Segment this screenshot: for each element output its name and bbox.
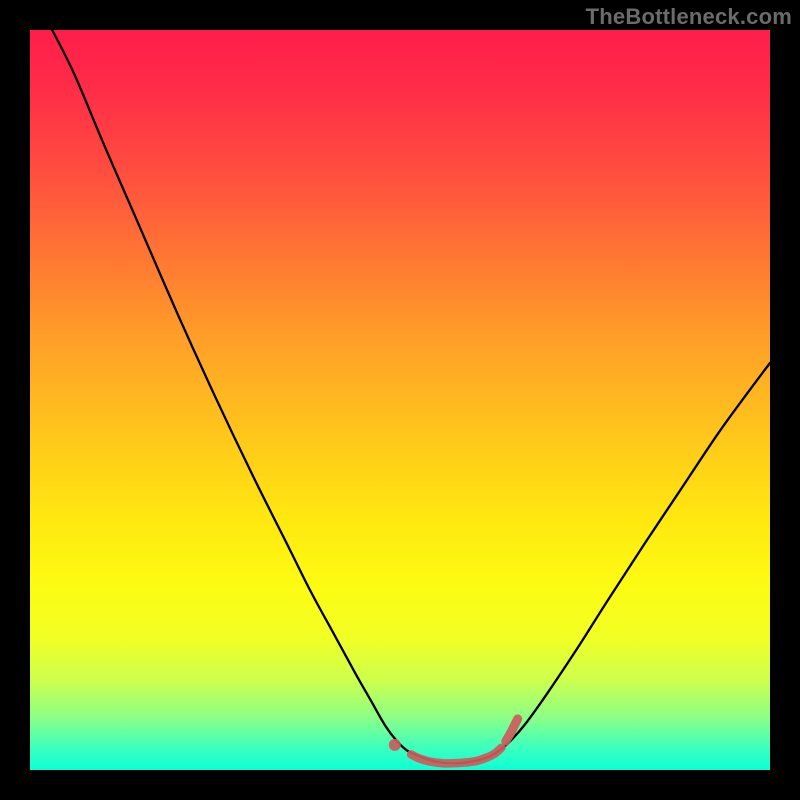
chart-container: TheBottleneck.com [0, 0, 800, 800]
watermark-text: TheBottleneck.com [586, 4, 792, 30]
plot-area [30, 30, 770, 770]
